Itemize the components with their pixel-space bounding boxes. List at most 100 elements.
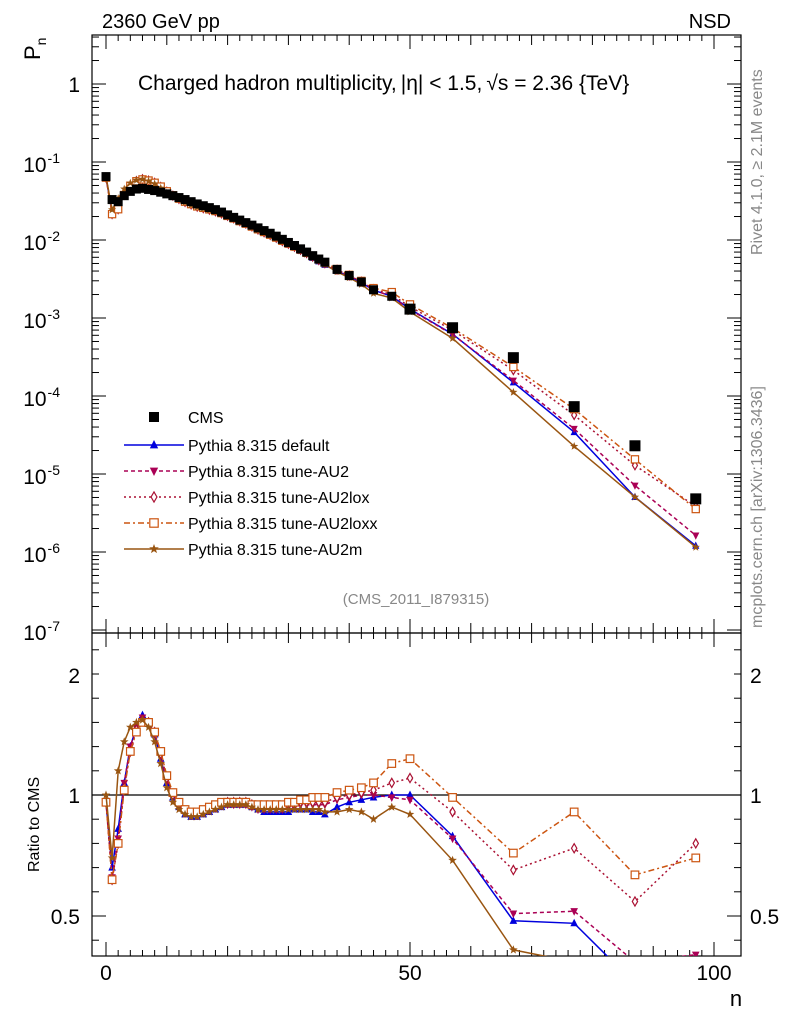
ratio-series-point bbox=[241, 800, 251, 809]
legend-label: Pythia 8.315 tune-AU2lox bbox=[188, 490, 369, 507]
ratio-series-point bbox=[308, 805, 318, 814]
header-energy-label: 2360 GeV pp bbox=[102, 11, 220, 33]
ratio-series-point bbox=[509, 910, 518, 919]
x-tick-label-0: 0 bbox=[100, 962, 112, 985]
y-tick-label-1e-4: 10-4 bbox=[23, 384, 60, 411]
legend-label: Pythia 8.315 default bbox=[188, 438, 330, 455]
ratio-series-point bbox=[631, 959, 639, 967]
ratio-series-point bbox=[217, 802, 226, 811]
cms-data-point bbox=[308, 251, 318, 261]
cms-data-point bbox=[253, 223, 263, 233]
cms-data-point bbox=[690, 493, 702, 505]
legend-marker bbox=[150, 490, 158, 504]
ratio-series-point bbox=[332, 788, 342, 797]
ratio-series-point bbox=[406, 790, 414, 799]
ratio-series-line bbox=[105, 721, 697, 880]
ratio-series-point bbox=[138, 715, 147, 724]
cms-data-point bbox=[271, 231, 281, 241]
legend-item-1: Pythia 8.315 default bbox=[124, 438, 330, 455]
ratio-tick-label-right-2: 2 bbox=[750, 665, 762, 688]
ratio-series-point bbox=[113, 838, 123, 848]
cms-data-point bbox=[265, 228, 275, 238]
main-series-point bbox=[630, 455, 640, 464]
main-series-2 bbox=[102, 174, 700, 540]
ratio-series-point bbox=[150, 737, 159, 746]
ratio-series-point bbox=[278, 805, 287, 814]
main-series-point bbox=[509, 388, 518, 396]
ratio-series-point bbox=[168, 797, 178, 806]
ratio-series-point bbox=[119, 785, 129, 795]
ratio-series-point bbox=[344, 785, 354, 795]
y-axis-title-sub: n bbox=[33, 38, 49, 46]
main-series-point bbox=[630, 492, 640, 501]
ratio-series-point bbox=[691, 951, 700, 956]
chart-title-part-a: Charged hadron multiplicity, bbox=[138, 72, 397, 95]
cms-data-point bbox=[192, 199, 202, 209]
ratio-series-point bbox=[630, 870, 640, 880]
main-series-line bbox=[105, 177, 697, 536]
ratio-series-4 bbox=[101, 717, 701, 885]
x-axis-title: n bbox=[730, 986, 742, 1011]
legend-item-2: Pythia 8.315 tune-AU2 bbox=[124, 464, 349, 481]
x-tick-label-100: 100 bbox=[696, 962, 731, 985]
ratio-series-point bbox=[265, 805, 275, 814]
ratio-series-point bbox=[247, 802, 257, 811]
cms-data-point bbox=[507, 352, 519, 364]
legend-label: Pythia 8.315 tune-AU2m bbox=[188, 542, 362, 559]
cms-data-point bbox=[180, 195, 190, 205]
ratio-tick-label-0.5: 0.5 bbox=[51, 906, 80, 929]
ratio-series-point bbox=[205, 807, 214, 816]
main-series-point bbox=[631, 482, 639, 490]
main-series-point bbox=[126, 178, 135, 187]
ratio-series-point bbox=[449, 806, 456, 818]
main-series-point bbox=[113, 205, 123, 214]
main-series-line bbox=[105, 177, 697, 508]
x-tick-label-50: 50 bbox=[398, 962, 421, 985]
ratio-series-point bbox=[125, 747, 135, 756]
legend-marker bbox=[149, 544, 159, 554]
ratio-series-point bbox=[253, 805, 263, 814]
legend-item-4: Pythia 8.315 tune-AU2loxx bbox=[124, 516, 377, 533]
ratio-series-point bbox=[370, 784, 377, 796]
main-series-layer bbox=[101, 172, 702, 551]
chart-title-part-c: s = 2.36 {TeV} bbox=[498, 72, 629, 95]
y-tick-label-1e-7: 10-7 bbox=[23, 618, 60, 645]
ratio-series-layer bbox=[101, 710, 701, 967]
main-series-point bbox=[132, 175, 141, 184]
cms-data-point bbox=[186, 197, 196, 207]
cms-data-point bbox=[241, 218, 251, 228]
sqrt-symbol: √ bbox=[486, 72, 498, 95]
ratio-series-point bbox=[314, 805, 324, 814]
cms-data-point bbox=[107, 195, 117, 205]
cms-data-point bbox=[320, 257, 330, 267]
ratio-series-point bbox=[223, 800, 232, 809]
ratio-series-point bbox=[320, 793, 330, 802]
y-tick-label-1e-3: 10-3 bbox=[23, 306, 60, 333]
ratio-series-point bbox=[211, 805, 220, 814]
ratio-series-point bbox=[174, 805, 184, 814]
cms-data-point bbox=[168, 191, 178, 201]
ratio-series-line bbox=[105, 716, 696, 956]
main-y-tick-labels: 1 10-1 10-2 10-3 10-4 10-5 10-6 10-7 bbox=[23, 74, 80, 645]
ratio-tick-label-2: 2 bbox=[68, 665, 80, 688]
cms-data-point bbox=[235, 215, 245, 225]
ratio-series-point bbox=[387, 759, 397, 768]
cms-data-point bbox=[277, 234, 287, 244]
cms-data-point bbox=[568, 401, 580, 413]
y-tick-label-1e-6: 10-6 bbox=[23, 540, 60, 567]
cms-data-point bbox=[259, 226, 269, 236]
ratio-series-point bbox=[369, 814, 378, 823]
cms-data-point bbox=[296, 244, 306, 254]
ratio-series-point bbox=[388, 777, 396, 789]
ratio-series-point bbox=[369, 778, 378, 788]
cms-data-point bbox=[204, 203, 214, 213]
cms-data-point bbox=[137, 183, 147, 193]
cms-data-point bbox=[356, 277, 366, 287]
ratio-series-point bbox=[387, 794, 396, 802]
cms-data-point bbox=[119, 191, 129, 201]
ratio-series-point bbox=[271, 805, 281, 814]
ratio-series-line bbox=[105, 719, 548, 956]
ratio-series-point bbox=[284, 805, 293, 814]
main-series-point bbox=[150, 179, 159, 188]
ratio-series-line bbox=[105, 713, 609, 956]
